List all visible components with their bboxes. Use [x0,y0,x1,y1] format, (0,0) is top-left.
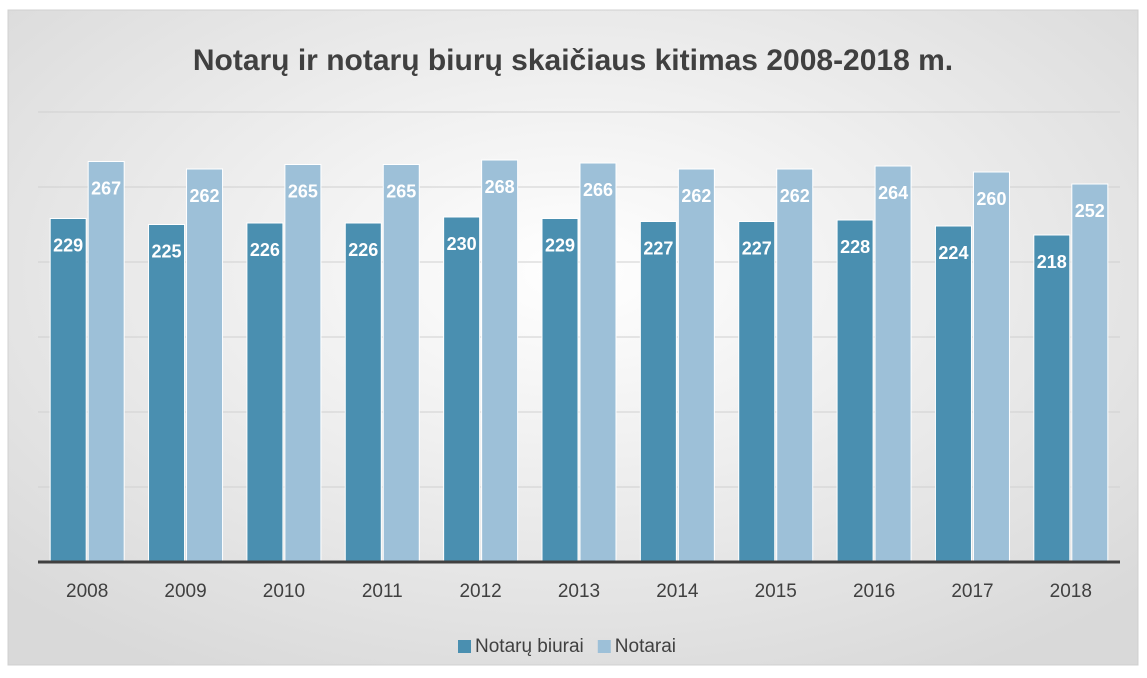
bar [49,218,87,563]
legend-swatch [597,640,611,653]
x-tick-label: 2011 [362,581,403,602]
data-label: 262 [681,186,711,206]
data-label: 227 [643,238,673,258]
bar [776,168,814,563]
bar [344,222,382,563]
bar [1071,183,1109,563]
data-label: 267 [91,178,121,198]
data-label: 229 [53,235,83,255]
data-label: 262 [780,186,810,206]
data-label: 229 [545,235,575,255]
data-label: 224 [938,243,968,263]
data-label: 265 [288,181,318,201]
data-label: 262 [190,186,220,206]
bar [934,225,972,563]
data-label: 218 [1037,252,1067,272]
bar [639,221,677,563]
data-label: 268 [485,177,515,197]
bar [284,164,322,563]
bar [579,162,617,563]
bar [148,224,186,563]
x-tick-label: 2014 [656,581,699,602]
bar [382,164,420,563]
bar [186,168,224,563]
data-label: 226 [250,240,280,260]
data-label: 226 [348,240,378,260]
legend-swatch [458,640,471,653]
data-label: 264 [878,183,908,203]
x-tick-label: 2018 [1050,581,1092,602]
data-label: 265 [386,181,416,201]
bar [836,219,874,563]
bar [443,216,481,563]
x-tick-label: 2012 [459,581,501,602]
data-label: 266 [583,180,613,200]
chart-title: Notarų ir notarų biurų skaičiaus kitimas… [193,44,953,77]
legend-label: Notarai [615,636,676,657]
x-tick-label: 2016 [853,581,895,602]
x-tick-label: 2013 [558,581,600,602]
bar [246,222,284,563]
bar [1033,234,1071,563]
x-tick-label: 2017 [951,581,993,602]
x-tick-label: 2008 [66,581,108,602]
data-label: 252 [1075,201,1105,221]
bar [87,161,125,563]
legend-label: Notarų biurai [475,636,584,657]
x-tick-label: 2009 [164,581,206,602]
bar [481,159,519,563]
data-label: 227 [742,238,772,258]
x-tick-label: 2015 [755,581,797,602]
data-label: 225 [152,241,182,261]
data-label: 230 [447,234,477,254]
x-tick-label: 2010 [263,581,305,602]
data-label: 260 [976,189,1006,209]
bar [677,168,715,563]
bar [738,221,776,563]
bar [541,218,579,563]
bar [874,165,912,563]
data-label: 228 [840,237,870,257]
bar [972,171,1010,563]
